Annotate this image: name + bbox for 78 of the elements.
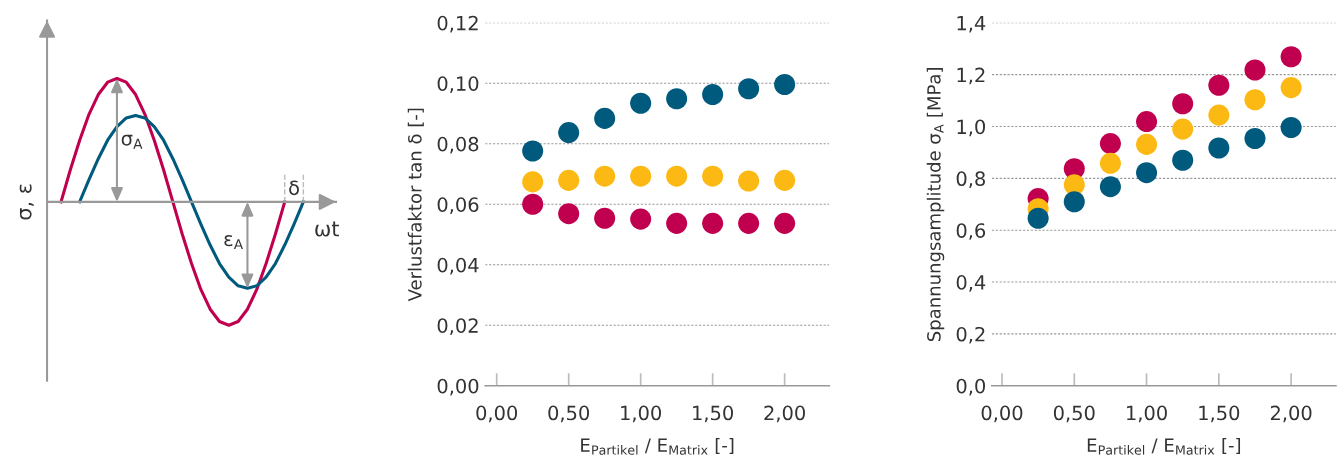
x-axis-title: ωt [315,221,339,237]
annotation: δ [289,180,299,196]
point [1136,111,1158,133]
y-tick-label: 1,0 [957,119,986,137]
point [1208,104,1230,126]
point [1208,137,1230,159]
y-axis-title: Verlustfaktor tan δ [-] [407,108,424,302]
point [1244,89,1266,111]
point [702,212,724,234]
point [702,83,724,106]
point [1136,133,1158,155]
point [1280,46,1302,68]
y-tick-label: 1,2 [957,67,985,85]
point [1172,93,1194,115]
x-tick-label: 1,00 [1127,405,1167,423]
y-axis-title: Spannungsamplitude σ$_{A}$ [MPa] [926,68,945,342]
point [594,165,616,187]
y-tick-label: 0,8 [956,171,985,189]
point [558,122,580,144]
point [1172,118,1194,140]
annotation: ε$_{A}$ [224,235,243,250]
point [522,193,544,215]
y-tick-label: 0,02 [437,318,478,335]
point [522,171,544,193]
point [774,73,796,96]
point [558,203,580,225]
point [1063,191,1085,213]
point [1208,74,1230,96]
y-tick-label: 0,10 [437,76,479,93]
point [702,165,724,187]
point [1244,59,1266,81]
x-tick-label: 0,50 [1053,405,1095,423]
point [1099,133,1121,155]
x-tick-label: 0,00 [476,405,518,423]
y-tick-label: 0,00 [437,378,479,396]
point [522,140,544,162]
x-axis-title: E$_{Partikel}$ / E$_{Matrix}$ [-] [1087,437,1241,455]
x-tick-label: 1,50 [1199,405,1240,423]
y-tick-label: 0,4 [956,275,986,292]
x-tick-label: 1,50 [693,405,733,423]
point [738,78,760,100]
point [1244,127,1266,149]
x-axis-title: E$_{Partikel}$ / E$_{Matrix}$ [-] [581,437,734,455]
point [630,208,652,230]
point [666,165,688,187]
point [1280,77,1302,99]
point [630,92,652,114]
point [1027,207,1049,229]
y-tick-label: 0,04 [437,257,479,275]
x-tick-label: 1,00 [621,405,662,423]
y-tick-label: 0,2 [956,326,985,344]
point [738,212,760,234]
point [774,212,796,234]
y-tick-label: 0,6 [956,223,986,240]
y-tick-label: 1,4 [957,16,986,33]
x-tick-label: 0,00 [981,405,1023,423]
point [594,107,616,129]
point [1280,117,1302,139]
y-tick-label: 0,12 [437,15,478,33]
point [630,165,652,187]
point [738,170,760,192]
point [666,88,688,110]
point [594,207,616,229]
point [774,169,796,191]
point [666,212,688,234]
point [1172,149,1194,171]
point [558,169,580,191]
annotation: σ$_{A}$ [121,134,143,149]
y-tick-label: 0,08 [437,136,479,154]
x-tick-label: 2,00 [1270,405,1312,423]
x-tick-label: 0,50 [548,405,590,423]
point [1099,176,1121,198]
y-tick-label: 0,06 [437,197,479,214]
point [1099,152,1121,174]
y-tick-label: 0,0 [956,378,986,396]
y-axis-title: σ, ε [19,184,34,220]
x-tick-label: 2,00 [764,405,805,423]
point [1136,162,1158,184]
